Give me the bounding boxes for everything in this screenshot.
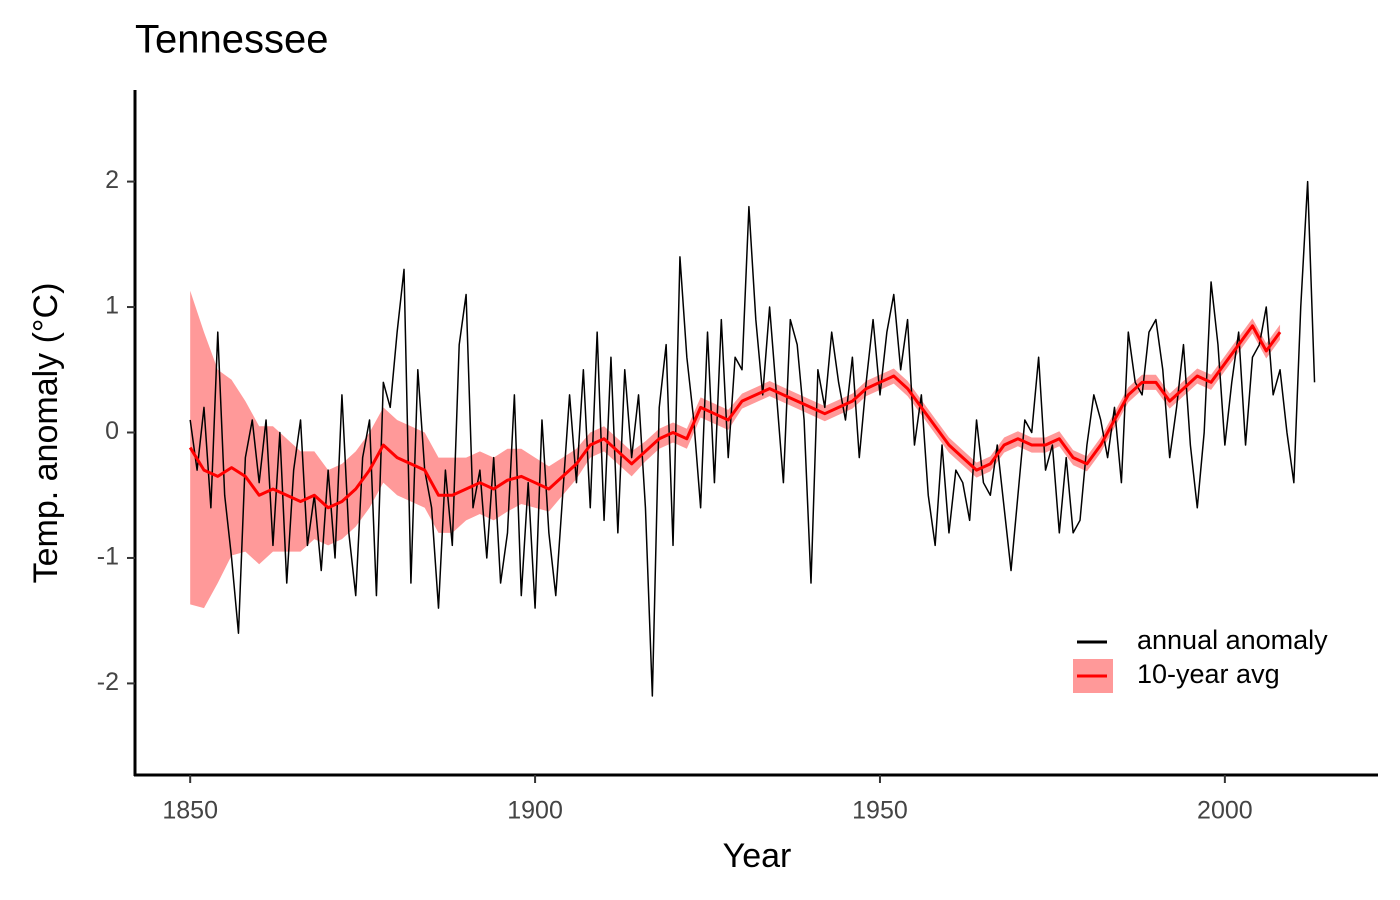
series-line xyxy=(188,324,1282,510)
chart-title: Tennessee xyxy=(135,18,328,62)
x-tick-label: 1900 xyxy=(507,797,563,825)
x-tick-label: 1950 xyxy=(852,797,908,825)
x-tick-label: 2000 xyxy=(1197,797,1253,825)
legend-label: annual anomaly xyxy=(1137,625,1328,655)
y-tick-label: -1 xyxy=(97,543,119,571)
x-axis-title: Year xyxy=(723,837,792,875)
x-tick-label: 1850 xyxy=(162,797,218,825)
legend-label: 10-year avg xyxy=(1137,659,1280,689)
y-tick-label: -2 xyxy=(97,668,119,696)
y-axis-title: Temp. anomaly (°C) xyxy=(27,283,65,584)
y-tick-label: 1 xyxy=(105,292,119,320)
uncertainty-band xyxy=(190,290,1281,609)
y-tick-label: 0 xyxy=(105,417,119,445)
series-line xyxy=(189,180,1316,697)
y-tick-label: 2 xyxy=(105,166,119,194)
